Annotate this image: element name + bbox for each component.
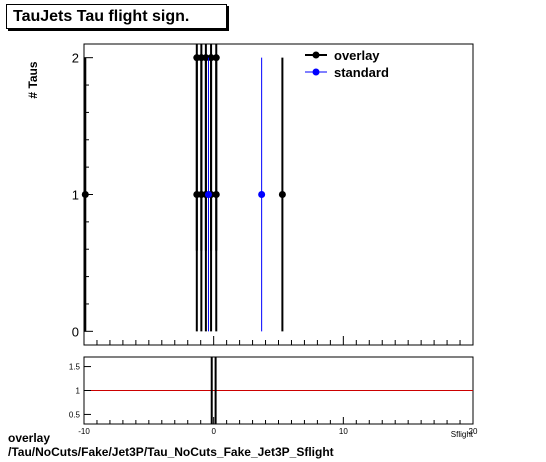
footer-label: overlay: [8, 431, 51, 445]
x-tick-label: 20: [469, 427, 478, 436]
standard-point: [204, 191, 212, 198]
overlay-point: [81, 191, 89, 198]
y-tick-label: 2: [72, 51, 79, 66]
x-tick-label: 0: [211, 427, 216, 436]
overlay-point: [278, 191, 286, 198]
footer-path: /Tau/NoCuts/Fake/Jet3P/Tau_NoCuts_Fake_J…: [8, 445, 334, 459]
legend-marker-standard: [312, 68, 320, 76]
chart-title: TauJets Tau flight sign.: [13, 8, 190, 25]
y-tick-label: 0: [72, 324, 79, 339]
y-axis-label: # Taus: [26, 61, 40, 98]
legend-label-standard: standard: [334, 65, 389, 80]
x-axis-label: Sflight: [451, 430, 474, 439]
overlay-point: [212, 191, 220, 198]
y-tick-label: 1: [72, 188, 79, 203]
ratio-y-tick-label: 1: [76, 387, 81, 396]
ratio-y-tick-label: 1.5: [69, 363, 81, 372]
standard-point: [258, 191, 266, 198]
x-tick-label: -10: [78, 427, 90, 436]
title-box: TauJets Tau flight sign.: [6, 4, 227, 29]
legend-label-overlay: overlay: [334, 48, 380, 63]
ratio-y-tick-label: 0.5: [69, 410, 81, 419]
main-plot-frame: [83, 43, 474, 346]
x-tick-label: 10: [339, 427, 348, 436]
legend-marker-overlay: [312, 51, 320, 59]
